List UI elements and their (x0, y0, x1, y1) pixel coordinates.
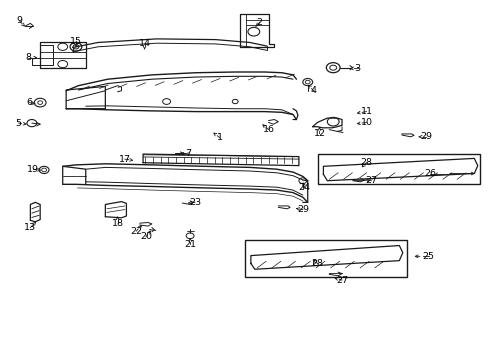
Text: 24: 24 (299, 184, 311, 192)
Text: 13: 13 (24, 223, 36, 232)
Text: 14: 14 (139, 39, 150, 48)
Text: 27: 27 (366, 176, 377, 185)
Text: 9: 9 (17, 16, 23, 25)
Text: 6: 6 (26, 98, 32, 107)
Text: 25: 25 (423, 252, 435, 261)
Text: 17: 17 (119, 154, 131, 163)
Text: 20: 20 (140, 233, 152, 241)
Text: 29: 29 (420, 132, 432, 141)
Text: 1: 1 (217, 133, 222, 142)
Text: 27: 27 (336, 276, 348, 284)
Text: 28: 28 (312, 259, 323, 268)
Text: 10: 10 (361, 118, 372, 127)
Text: 19: 19 (27, 165, 39, 174)
Text: 16: 16 (263, 125, 274, 134)
Text: 23: 23 (189, 198, 201, 207)
Text: 29: 29 (297, 205, 309, 214)
Text: 3: 3 (355, 64, 361, 73)
Text: 11: 11 (361, 107, 372, 116)
Text: 12: 12 (314, 129, 325, 138)
Text: 18: 18 (112, 219, 123, 228)
Text: 7: 7 (186, 149, 192, 158)
Text: 8: 8 (25, 53, 31, 62)
Text: 5: 5 (16, 118, 22, 127)
Text: 15: 15 (70, 37, 82, 46)
Text: 2: 2 (257, 18, 263, 27)
Text: 28: 28 (361, 158, 372, 167)
Text: 22: 22 (130, 227, 142, 236)
Bar (318, 154, 480, 184)
Bar (245, 240, 407, 277)
Text: 26: 26 (424, 169, 436, 178)
Text: 4: 4 (311, 86, 317, 95)
Text: 21: 21 (184, 240, 196, 248)
